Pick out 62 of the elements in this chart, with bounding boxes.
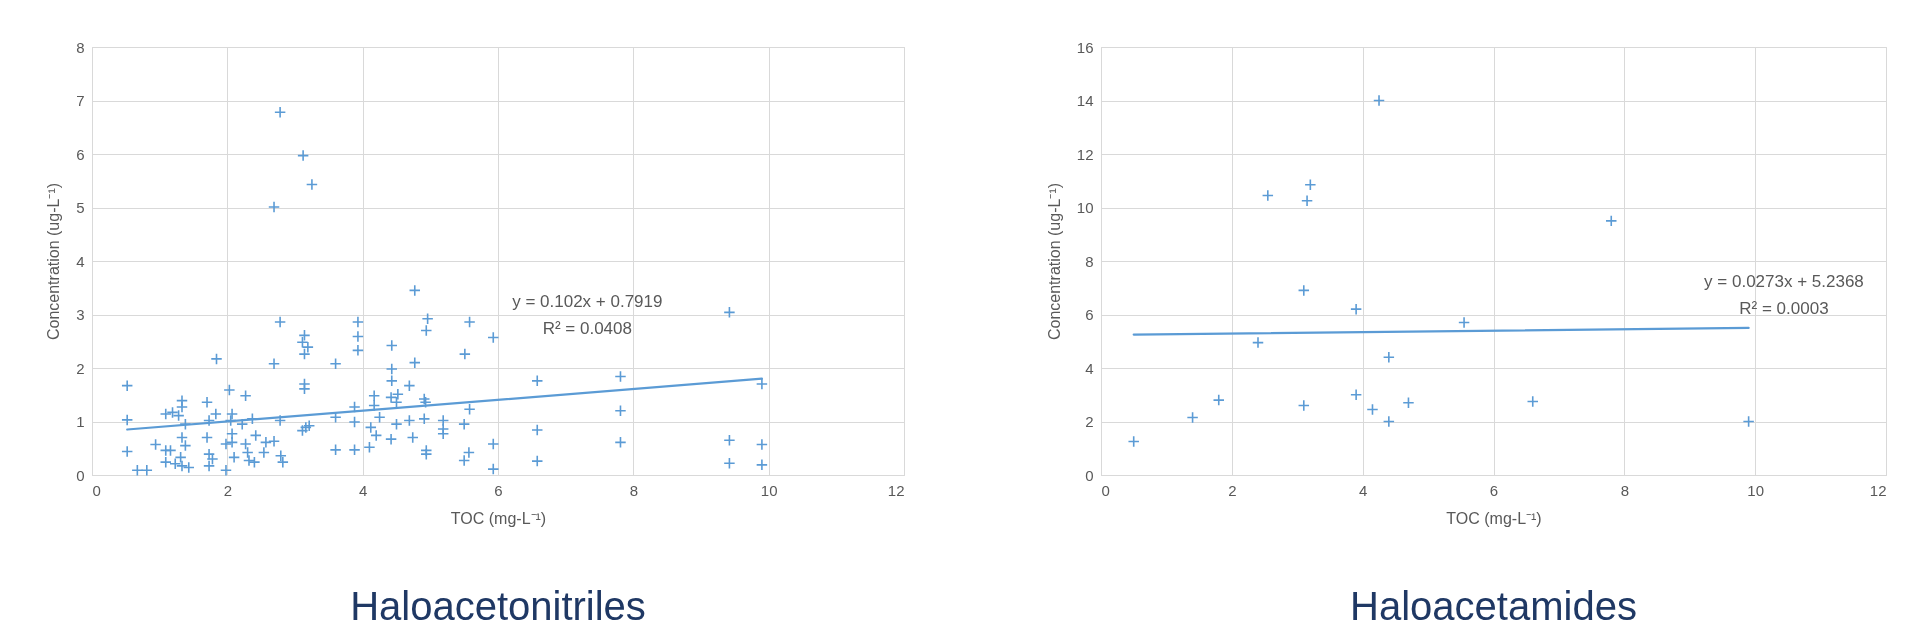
point xyxy=(1304,178,1317,191)
point xyxy=(1186,411,1199,424)
point xyxy=(1458,316,1471,329)
y-tick-label: 2 xyxy=(1085,413,1094,430)
x-tick-label: 6 xyxy=(494,481,503,499)
point xyxy=(1127,435,1140,448)
point xyxy=(1297,399,1310,412)
x-tick-label: 12 xyxy=(1869,481,1887,499)
y-tick-label: 8 xyxy=(1085,252,1094,270)
point xyxy=(1212,394,1225,407)
y-tick-label: 1 xyxy=(76,413,85,430)
point xyxy=(1297,284,1310,297)
point xyxy=(1350,303,1363,316)
y-tick-label: 0 xyxy=(76,466,85,484)
text: Haloacetonitriles xyxy=(350,584,646,628)
y-tick-label: 5 xyxy=(76,199,85,216)
point xyxy=(1251,336,1265,349)
x-tick-label: 6 xyxy=(1489,481,1499,499)
x-tick-label: 4 xyxy=(1358,481,1368,499)
point xyxy=(1366,403,1379,416)
point xyxy=(1301,194,1314,207)
point xyxy=(1402,396,1415,409)
x-tick-label: 2 xyxy=(1228,481,1237,499)
y-tick-label: 14 xyxy=(1076,92,1094,109)
point xyxy=(1350,388,1363,401)
y-tick-label: 3 xyxy=(76,306,85,323)
x-tick-label: 8 xyxy=(1620,481,1630,499)
x-axis-title: TOC (mg-L⁻¹) xyxy=(450,509,547,527)
y-axis-title: Concentration (ug-L⁻¹) xyxy=(1045,182,1063,341)
x-tick-label: 12 xyxy=(887,481,905,499)
y-tick-label: 6 xyxy=(76,145,85,163)
x-tick-label: 10 xyxy=(1747,481,1765,499)
point xyxy=(1742,415,1755,428)
y-tick-label: 2 xyxy=(76,359,85,377)
point xyxy=(1526,395,1539,408)
x-tick-label: 0 xyxy=(1101,481,1110,499)
x-tick-label: 10 xyxy=(760,481,778,499)
y-tick-label: 4 xyxy=(76,252,85,270)
y-tick-label: 6 xyxy=(1085,306,1094,323)
y-tick-label: 10 xyxy=(1076,199,1094,216)
y-tick-label: 8 xyxy=(76,38,85,56)
x-tick-label: 2 xyxy=(223,481,233,499)
x-tick-label: 4 xyxy=(358,481,368,499)
point xyxy=(1382,351,1395,364)
point xyxy=(1605,214,1618,227)
y-tick-label: 12 xyxy=(1076,145,1094,163)
annotation: R² = 0.0408 xyxy=(542,318,632,338)
y-tick-label: 7 xyxy=(76,92,85,109)
point xyxy=(1382,415,1395,428)
point xyxy=(1261,189,1274,202)
y-tick-label: 16 xyxy=(1076,38,1094,56)
y-tick-label: 0 xyxy=(1085,466,1094,484)
x-tick-label: 0 xyxy=(92,481,101,499)
y-tick-label: 4 xyxy=(1085,359,1094,377)
annotation: y = 0.102x + 0.7919 xyxy=(512,291,663,311)
annotation: R² = 0.0003 xyxy=(1739,298,1829,318)
y-axis-title: Concentration (ug-L⁻¹) xyxy=(45,182,63,341)
point xyxy=(1372,94,1386,107)
x-tick-label: 8 xyxy=(629,481,639,499)
annotation: y = 0.0273x + 5.2368 xyxy=(1704,271,1864,291)
text: Haloacetamides xyxy=(1350,584,1637,628)
x-axis-title: TOC (mg-L⁻¹) xyxy=(1446,509,1542,527)
